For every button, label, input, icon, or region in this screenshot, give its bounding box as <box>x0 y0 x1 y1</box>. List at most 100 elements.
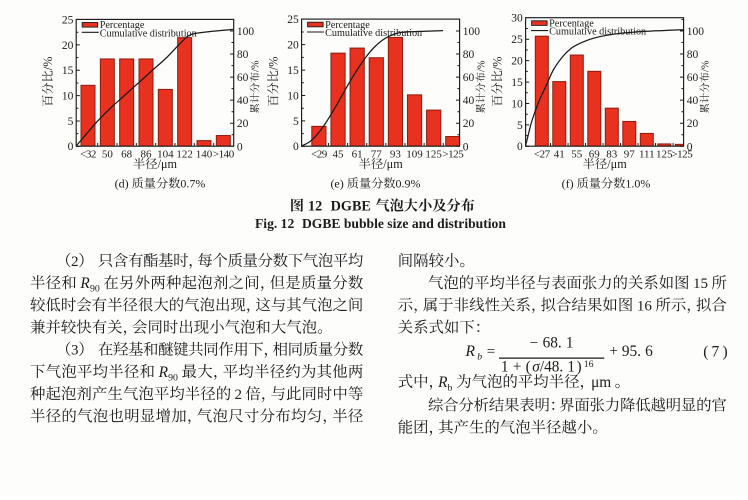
svg-text:DGBE bubble size and distribut: DGBE bubble size and distribution <box>302 216 506 231</box>
svg-text:77: 77 <box>371 148 383 160</box>
svg-text:25: 25 <box>62 14 74 26</box>
svg-text:20: 20 <box>237 118 249 130</box>
svg-text:/%: /% <box>250 60 261 72</box>
svg-text:+: + <box>513 359 522 376</box>
svg-text:100: 100 <box>687 26 705 38</box>
svg-text:68.: 68. <box>543 334 562 351</box>
svg-text:100: 100 <box>237 26 255 38</box>
svg-text:Cumulative distribution: Cumulative distribution <box>549 27 646 38</box>
svg-text:0: 0 <box>463 141 469 153</box>
svg-text:−: − <box>529 334 538 351</box>
svg-text:16: 16 <box>584 359 594 370</box>
svg-text:0.9%: 0.9% <box>396 177 421 191</box>
svg-text:Percentage: Percentage <box>100 20 145 31</box>
svg-text:140: 140 <box>196 148 213 160</box>
svg-text:/%: /% <box>700 60 711 72</box>
svg-text:Percentage: Percentage <box>549 18 594 29</box>
svg-text:10: 10 <box>511 98 523 110</box>
svg-text:0.7%: 0.7% <box>180 177 205 191</box>
svg-text:45: 45 <box>333 148 345 160</box>
svg-text:(f): (f) <box>562 177 574 191</box>
svg-text:0: 0 <box>68 141 74 153</box>
svg-text:μm: μm <box>591 374 611 391</box>
svg-text:40: 40 <box>687 95 699 107</box>
svg-text:/%: /% <box>476 60 487 72</box>
svg-text:48.: 48. <box>544 359 563 376</box>
svg-text:<29: <29 <box>311 148 328 160</box>
svg-text:12: 12 <box>308 198 322 214</box>
svg-text:125: 125 <box>425 148 442 160</box>
svg-text:60: 60 <box>237 72 249 84</box>
svg-text:15: 15 <box>693 276 708 292</box>
svg-text:): ) <box>723 343 728 360</box>
svg-text:97: 97 <box>624 148 636 160</box>
svg-text:15: 15 <box>287 65 299 77</box>
svg-text:80: 80 <box>463 49 475 61</box>
svg-text:15: 15 <box>511 77 523 89</box>
svg-text:<27: <27 <box>534 148 551 160</box>
svg-text:80: 80 <box>687 49 699 61</box>
svg-text:25: 25 <box>511 34 523 46</box>
svg-text:41: 41 <box>554 148 565 160</box>
svg-text:90: 90 <box>168 372 178 383</box>
svg-text:(e): (e) <box>330 177 343 191</box>
svg-text:25: 25 <box>287 14 299 26</box>
svg-text:>140: >140 <box>213 148 235 160</box>
svg-text:20: 20 <box>687 118 699 130</box>
svg-text:/%: /% <box>490 57 504 71</box>
svg-text:1: 1 <box>567 359 575 376</box>
svg-text:0: 0 <box>517 141 523 153</box>
svg-text:104: 104 <box>157 148 174 160</box>
svg-text:86: 86 <box>140 148 152 160</box>
svg-text:/: / <box>540 359 545 376</box>
svg-text:90: 90 <box>90 283 100 294</box>
svg-text:(: ( <box>526 359 531 376</box>
svg-text:20: 20 <box>463 118 475 130</box>
svg-text:R: R <box>79 275 90 292</box>
svg-text:b: b <box>477 352 482 363</box>
svg-text:/μm: /μm <box>607 157 627 171</box>
svg-text:69: 69 <box>589 148 601 160</box>
svg-text:): ) <box>576 359 581 376</box>
svg-text:68: 68 <box>121 148 133 160</box>
svg-text:/μm: /μm <box>383 157 403 171</box>
svg-text:61: 61 <box>352 148 363 160</box>
svg-text:50: 50 <box>102 148 114 160</box>
svg-text:σ: σ <box>532 359 541 376</box>
svg-text:111: 111 <box>639 148 655 160</box>
svg-text:10: 10 <box>287 90 299 102</box>
svg-text:5: 5 <box>293 116 299 128</box>
svg-text:6: 6 <box>645 343 653 360</box>
svg-text:(d): (d) <box>115 177 129 191</box>
svg-text:7: 7 <box>712 343 720 360</box>
svg-text:/%: /% <box>41 57 55 71</box>
svg-text:(: ( <box>703 343 708 360</box>
svg-text:20: 20 <box>511 56 523 68</box>
svg-text:30: 30 <box>511 13 523 25</box>
svg-text:5: 5 <box>517 120 523 132</box>
svg-text:/μm: /μm <box>158 157 178 171</box>
svg-text:3: 3 <box>71 343 79 359</box>
svg-text:40: 40 <box>463 95 475 107</box>
svg-text:0: 0 <box>687 141 693 153</box>
svg-text:>125: >125 <box>671 148 693 160</box>
svg-text:/%: /% <box>266 57 280 71</box>
svg-text:122: 122 <box>176 148 193 160</box>
svg-text:83: 83 <box>606 148 618 160</box>
svg-text:5: 5 <box>68 116 74 128</box>
svg-text:+: + <box>609 343 618 360</box>
svg-text:125: 125 <box>656 148 673 160</box>
svg-text:93: 93 <box>390 148 402 160</box>
svg-text:Cumulative distribution: Cumulative distribution <box>325 28 422 39</box>
svg-text:1: 1 <box>566 334 574 351</box>
svg-text:Cumulative distribution: Cumulative distribution <box>100 28 197 39</box>
svg-text:95.: 95. <box>622 343 641 360</box>
svg-text:=: = <box>487 344 495 360</box>
svg-text:Percentage: Percentage <box>325 20 370 31</box>
svg-text:1.0%: 1.0% <box>625 177 650 191</box>
svg-text:0: 0 <box>293 141 299 153</box>
svg-text:DGBE: DGBE <box>331 198 371 214</box>
svg-text:40: 40 <box>237 95 249 107</box>
svg-text:16: 16 <box>637 298 653 314</box>
svg-text:>125: >125 <box>442 148 464 160</box>
